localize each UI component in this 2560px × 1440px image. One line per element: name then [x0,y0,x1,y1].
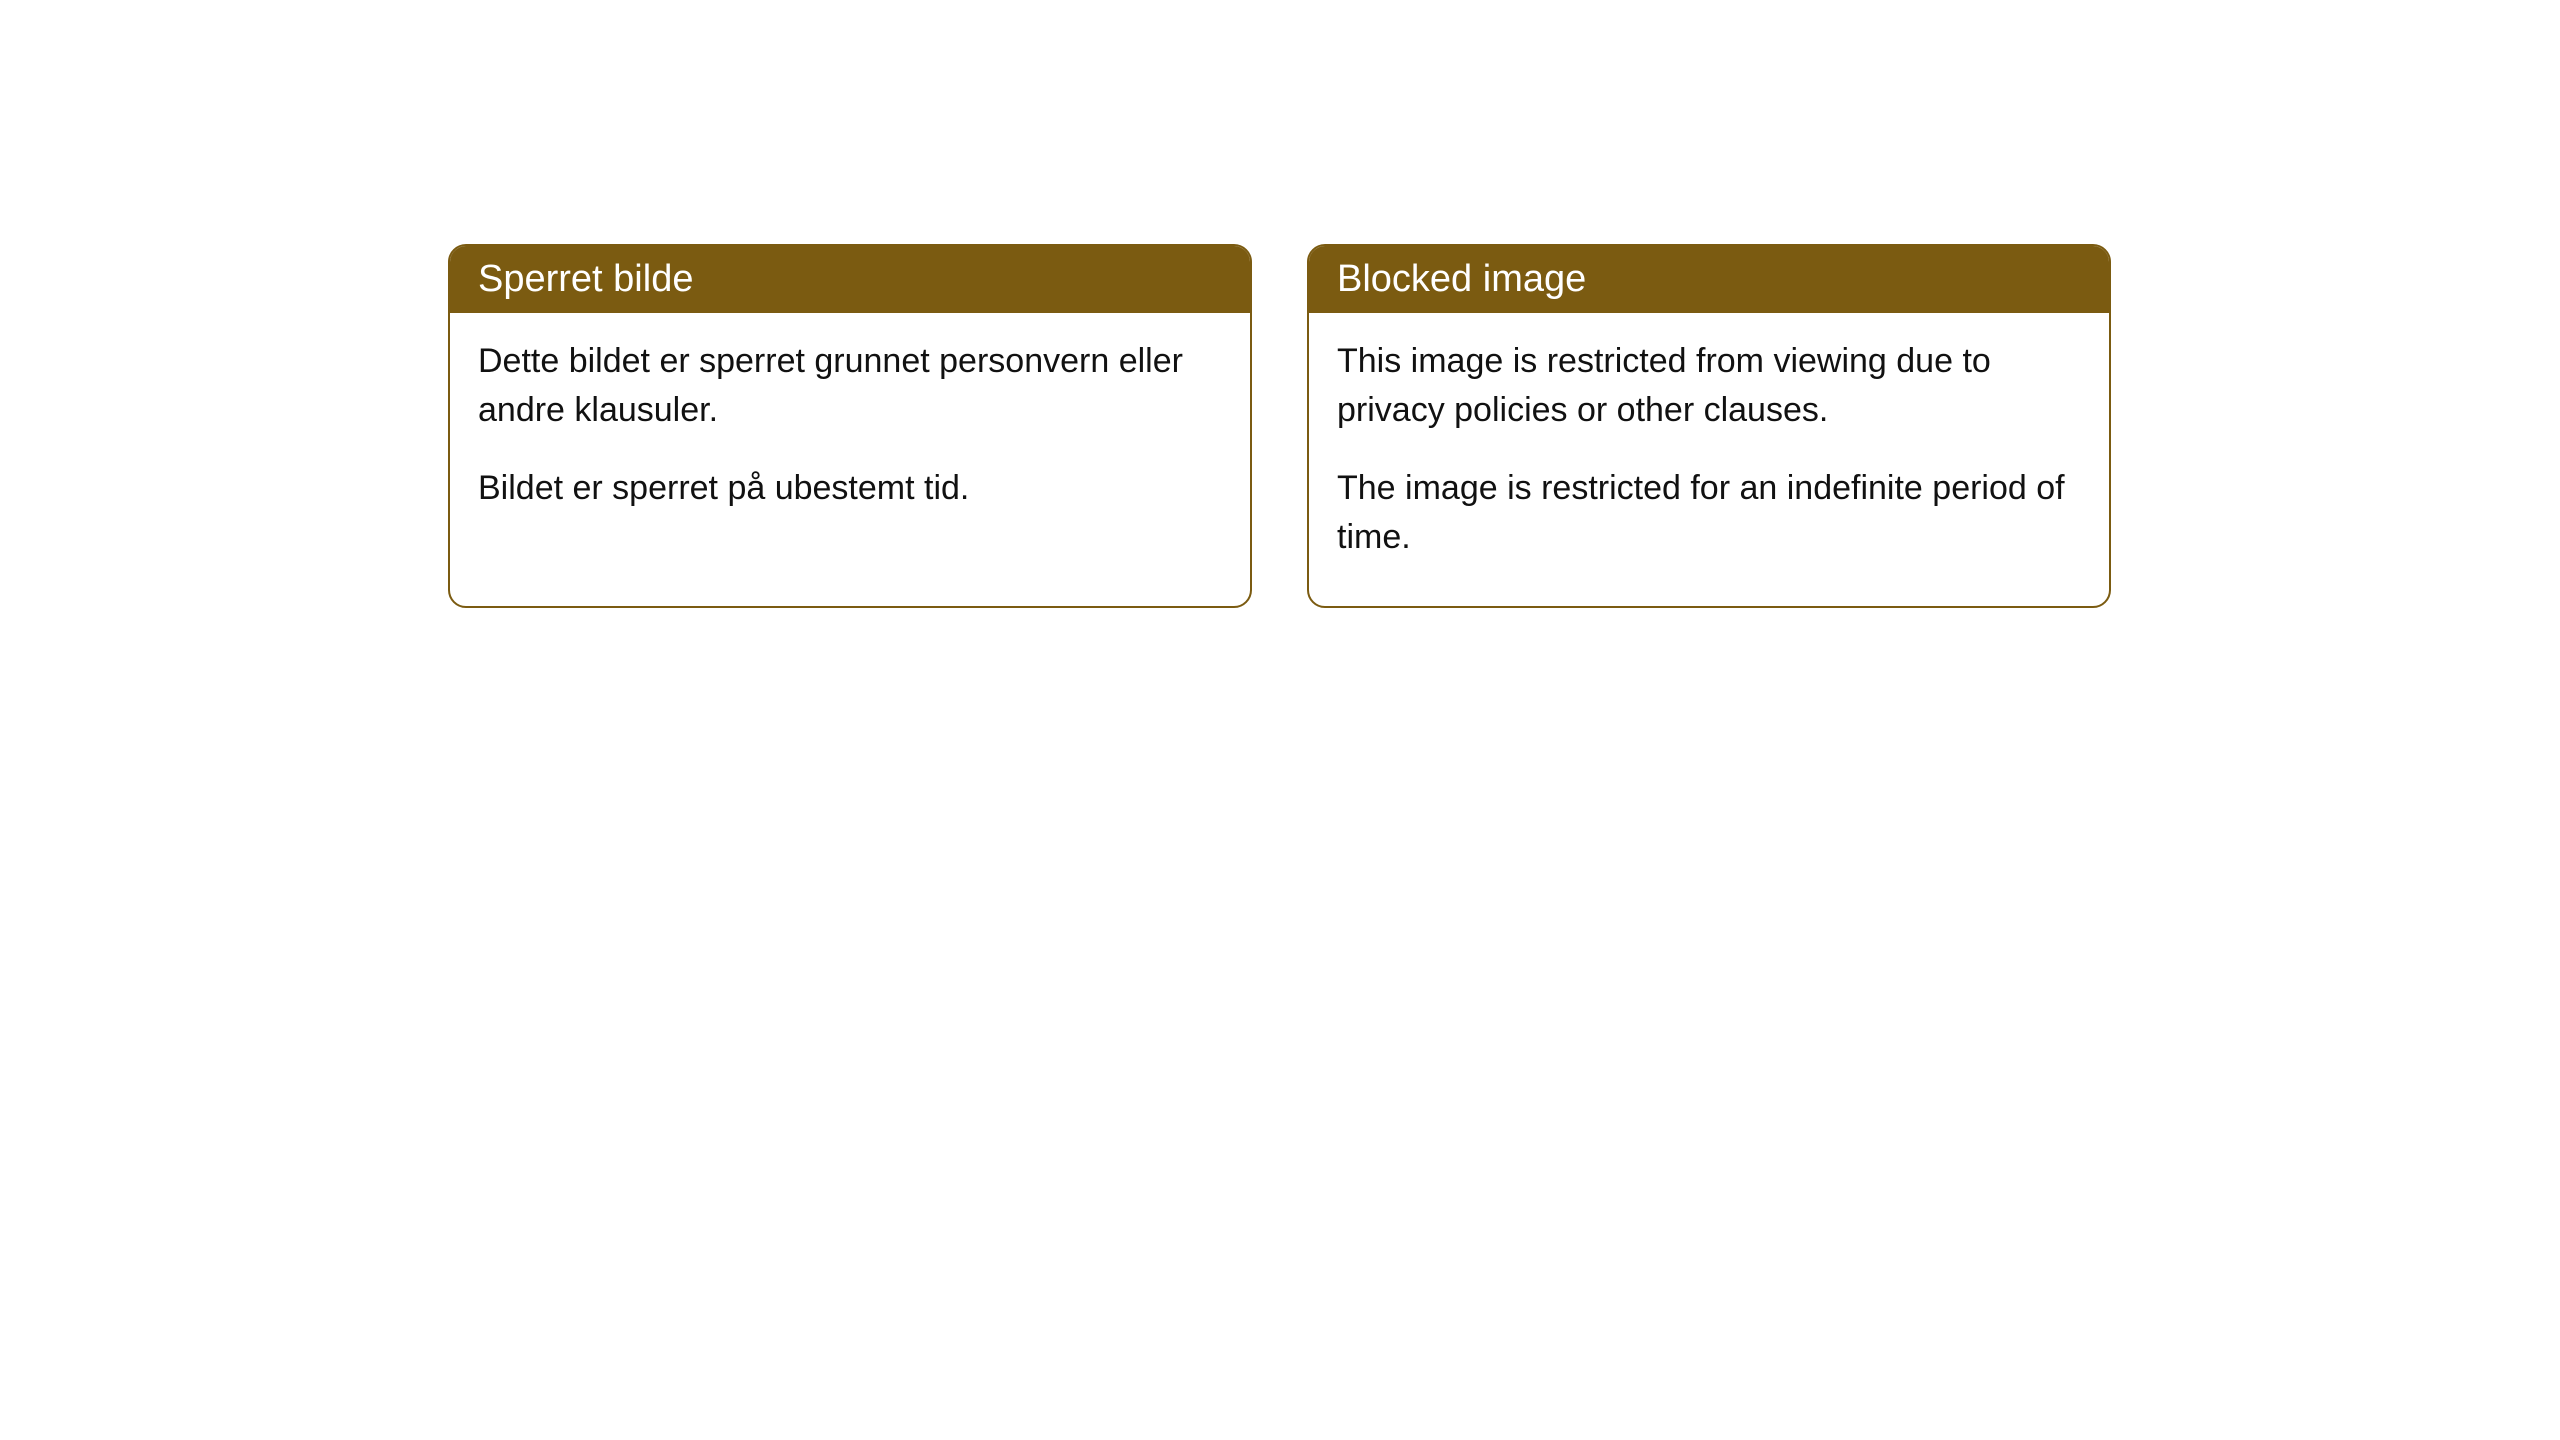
card-paragraph: This image is restricted from viewing du… [1337,337,2081,436]
card-header: Sperret bilde [450,246,1250,313]
card-paragraph: Dette bildet er sperret grunnet personve… [478,337,1222,436]
blocked-image-card-norwegian: Sperret bilde Dette bildet er sperret gr… [448,244,1252,608]
card-body: This image is restricted from viewing du… [1309,313,2109,606]
card-paragraph: Bildet er sperret på ubestemt tid. [478,464,1222,513]
blocked-image-card-english: Blocked image This image is restricted f… [1307,244,2111,608]
card-header: Blocked image [1309,246,2109,313]
card-body: Dette bildet er sperret grunnet personve… [450,313,1250,557]
card-paragraph: The image is restricted for an indefinit… [1337,464,2081,563]
card-title: Blocked image [1337,258,1586,300]
card-title: Sperret bilde [478,258,693,300]
notice-cards-container: Sperret bilde Dette bildet er sperret gr… [448,244,2111,608]
